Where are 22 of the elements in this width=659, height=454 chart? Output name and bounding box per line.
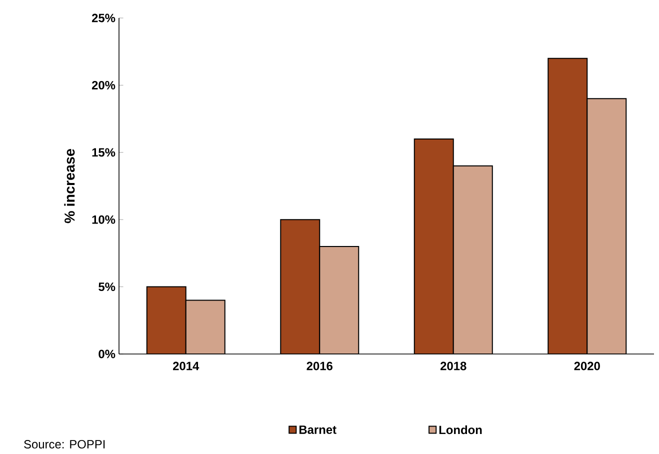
x-tick-label: 2014 xyxy=(173,362,200,370)
y-tick-label: 10% xyxy=(92,215,116,224)
y-tick-label: 15% xyxy=(92,148,116,157)
x-tick-label: 2020 xyxy=(574,362,600,370)
y-tick-label: 25% xyxy=(92,14,116,22)
legend-label: London xyxy=(439,425,482,434)
source-note: Source: POPPI xyxy=(24,440,105,448)
x-tick-label: 2018 xyxy=(440,362,466,370)
bar xyxy=(146,286,186,354)
bar xyxy=(452,165,493,354)
y-tick-label: 20% xyxy=(92,80,116,90)
bar xyxy=(185,300,226,354)
bar xyxy=(586,98,627,354)
bar xyxy=(548,58,588,354)
y-tick-label: 5% xyxy=(98,282,116,292)
bar xyxy=(319,246,360,354)
y-axis-title: % increase xyxy=(64,149,75,224)
bar xyxy=(414,138,454,354)
legend-label: Barnet xyxy=(299,426,336,434)
bar xyxy=(280,219,320,354)
y-tick-label: 0% xyxy=(98,350,116,358)
x-tick-label: 2016 xyxy=(306,362,332,370)
